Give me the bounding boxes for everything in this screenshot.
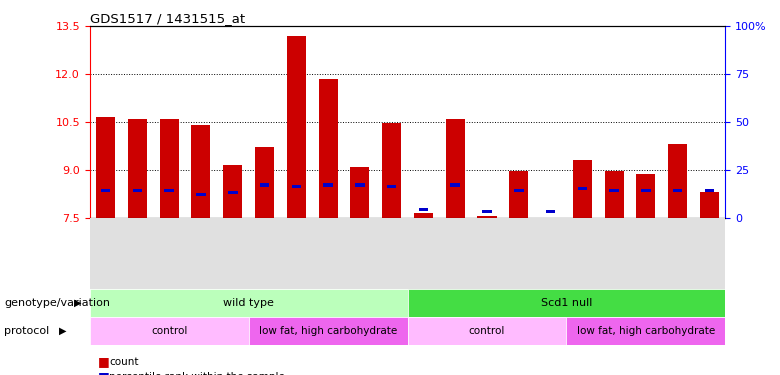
Bar [96, 117, 115, 218]
Bar [477, 216, 497, 217]
Text: GDS1517 / 1431515_at: GDS1517 / 1431515_at [90, 12, 245, 25]
Bar [514, 189, 523, 192]
Bar [445, 118, 465, 218]
Text: control: control [151, 326, 187, 336]
Bar [260, 183, 269, 187]
Bar [573, 160, 592, 218]
Bar [700, 192, 719, 217]
Text: percentile rank within the sample: percentile rank within the sample [109, 372, 285, 375]
Bar [249, 317, 407, 345]
Bar [355, 183, 364, 187]
Bar [509, 171, 528, 217]
Bar [705, 189, 714, 192]
Bar [482, 210, 491, 213]
Bar [636, 174, 655, 217]
Bar [546, 210, 555, 213]
Text: control: control [469, 326, 505, 336]
Bar [287, 36, 306, 218]
Bar [609, 189, 619, 192]
Bar [566, 317, 725, 345]
Bar [604, 171, 624, 217]
Bar [318, 79, 338, 218]
Bar [165, 189, 174, 192]
Bar [223, 165, 243, 218]
Bar [133, 189, 142, 192]
Bar [673, 189, 682, 192]
Bar [90, 289, 407, 317]
Text: Scd1 null: Scd1 null [541, 298, 592, 308]
Bar [382, 123, 401, 218]
Bar [292, 185, 301, 189]
Bar [414, 213, 433, 217]
Text: wild type: wild type [223, 298, 274, 308]
Bar [407, 317, 566, 345]
Bar [128, 118, 147, 218]
Bar [350, 168, 370, 217]
Bar [668, 144, 687, 218]
Text: genotype/variation: genotype/variation [4, 298, 110, 308]
Bar [324, 183, 333, 187]
Bar [101, 189, 110, 192]
Bar [407, 289, 725, 317]
Bar [90, 317, 249, 345]
Text: ■: ■ [98, 356, 109, 368]
Bar [160, 118, 179, 218]
Text: ■: ■ [98, 370, 109, 375]
Text: low fat, high carbohydrate: low fat, high carbohydrate [577, 326, 715, 336]
Bar [197, 193, 206, 196]
Text: count: count [109, 357, 139, 367]
Bar [641, 189, 651, 192]
Bar [228, 191, 237, 194]
Bar [191, 125, 211, 218]
Text: ▶: ▶ [58, 326, 66, 336]
Bar [255, 147, 274, 218]
Text: protocol: protocol [4, 326, 49, 336]
Text: low fat, high carbohydrate: low fat, high carbohydrate [259, 326, 397, 336]
Bar [419, 208, 428, 212]
Bar [578, 187, 587, 190]
Bar [451, 183, 460, 187]
Bar [387, 185, 396, 189]
Text: ▶: ▶ [74, 298, 82, 308]
